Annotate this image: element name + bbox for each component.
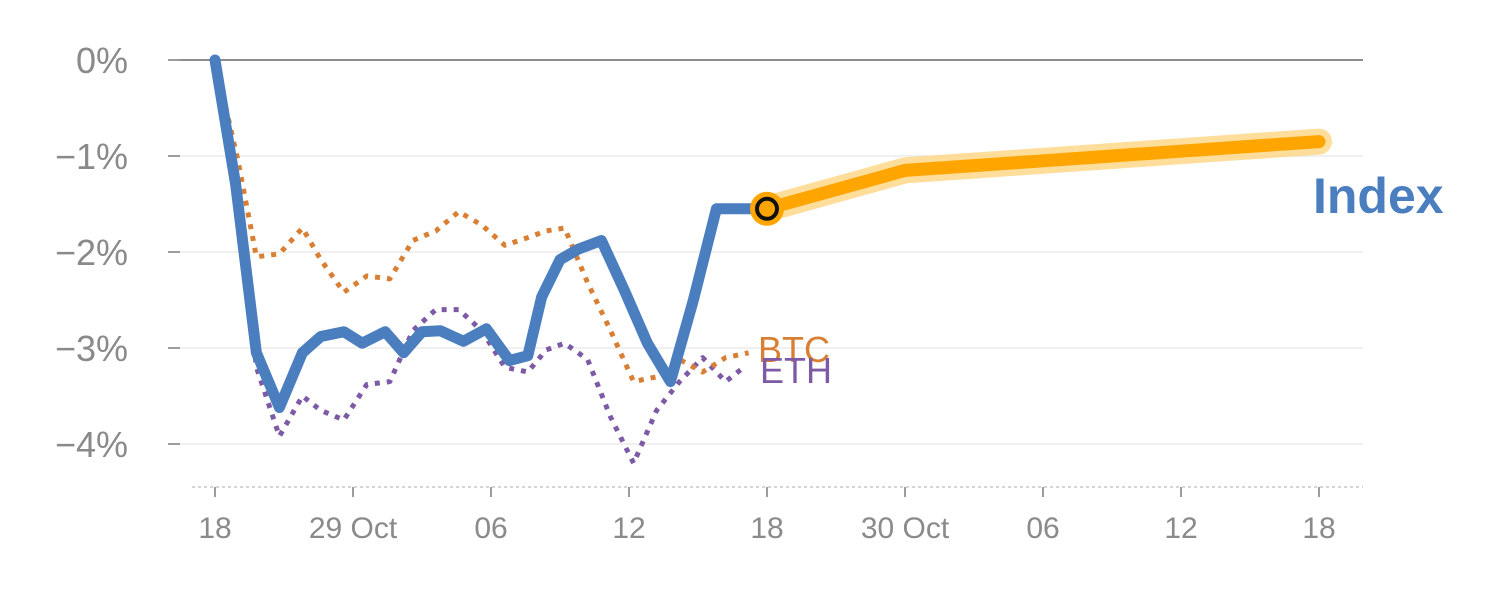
x-axis — [192, 486, 1363, 497]
series-line-eth — [212, 59, 746, 466]
x-tick-label-8: 18 — [1302, 512, 1335, 545]
grid-lines — [168, 59, 1363, 445]
x-tick-label-5: 30 Oct — [861, 512, 950, 545]
current-point-marker — [755, 196, 779, 221]
y-axis-tick-labels: 0% −1% −2% −3% −4% — [55, 40, 128, 465]
series-label-eth: ETH — [760, 350, 832, 391]
y-tick-label-4: −4% — [55, 424, 128, 465]
y-tick-label-2: −2% — [55, 232, 128, 273]
series-lines — [209, 54, 1332, 466]
x-tick-label-3: 12 — [612, 512, 645, 545]
y-tick-label-1: −1% — [55, 136, 128, 177]
x-tick-label-6: 06 — [1026, 512, 1059, 545]
series-line-forecast — [760, 135, 1326, 216]
x-tick-label-1: 29 Oct — [309, 512, 398, 545]
y-tick-label-3: −3% — [55, 328, 128, 369]
x-tick-label-4: 18 — [750, 512, 783, 545]
x-tick-label-2: 06 — [474, 512, 507, 545]
x-axis-tick-labels: 18 29 Oct 06 12 18 30 Oct 06 12 18 — [198, 512, 1335, 545]
series-line-index — [209, 54, 759, 413]
series-label-index: Index — [1313, 168, 1444, 224]
series-label-btc: BTC — [758, 329, 830, 370]
x-tick-label-7: 12 — [1164, 512, 1197, 545]
y-tick-label-0: 0% — [76, 40, 128, 81]
series-labels: Index BTC ETH — [758, 168, 1444, 391]
x-tick-label-0: 18 — [198, 512, 231, 545]
